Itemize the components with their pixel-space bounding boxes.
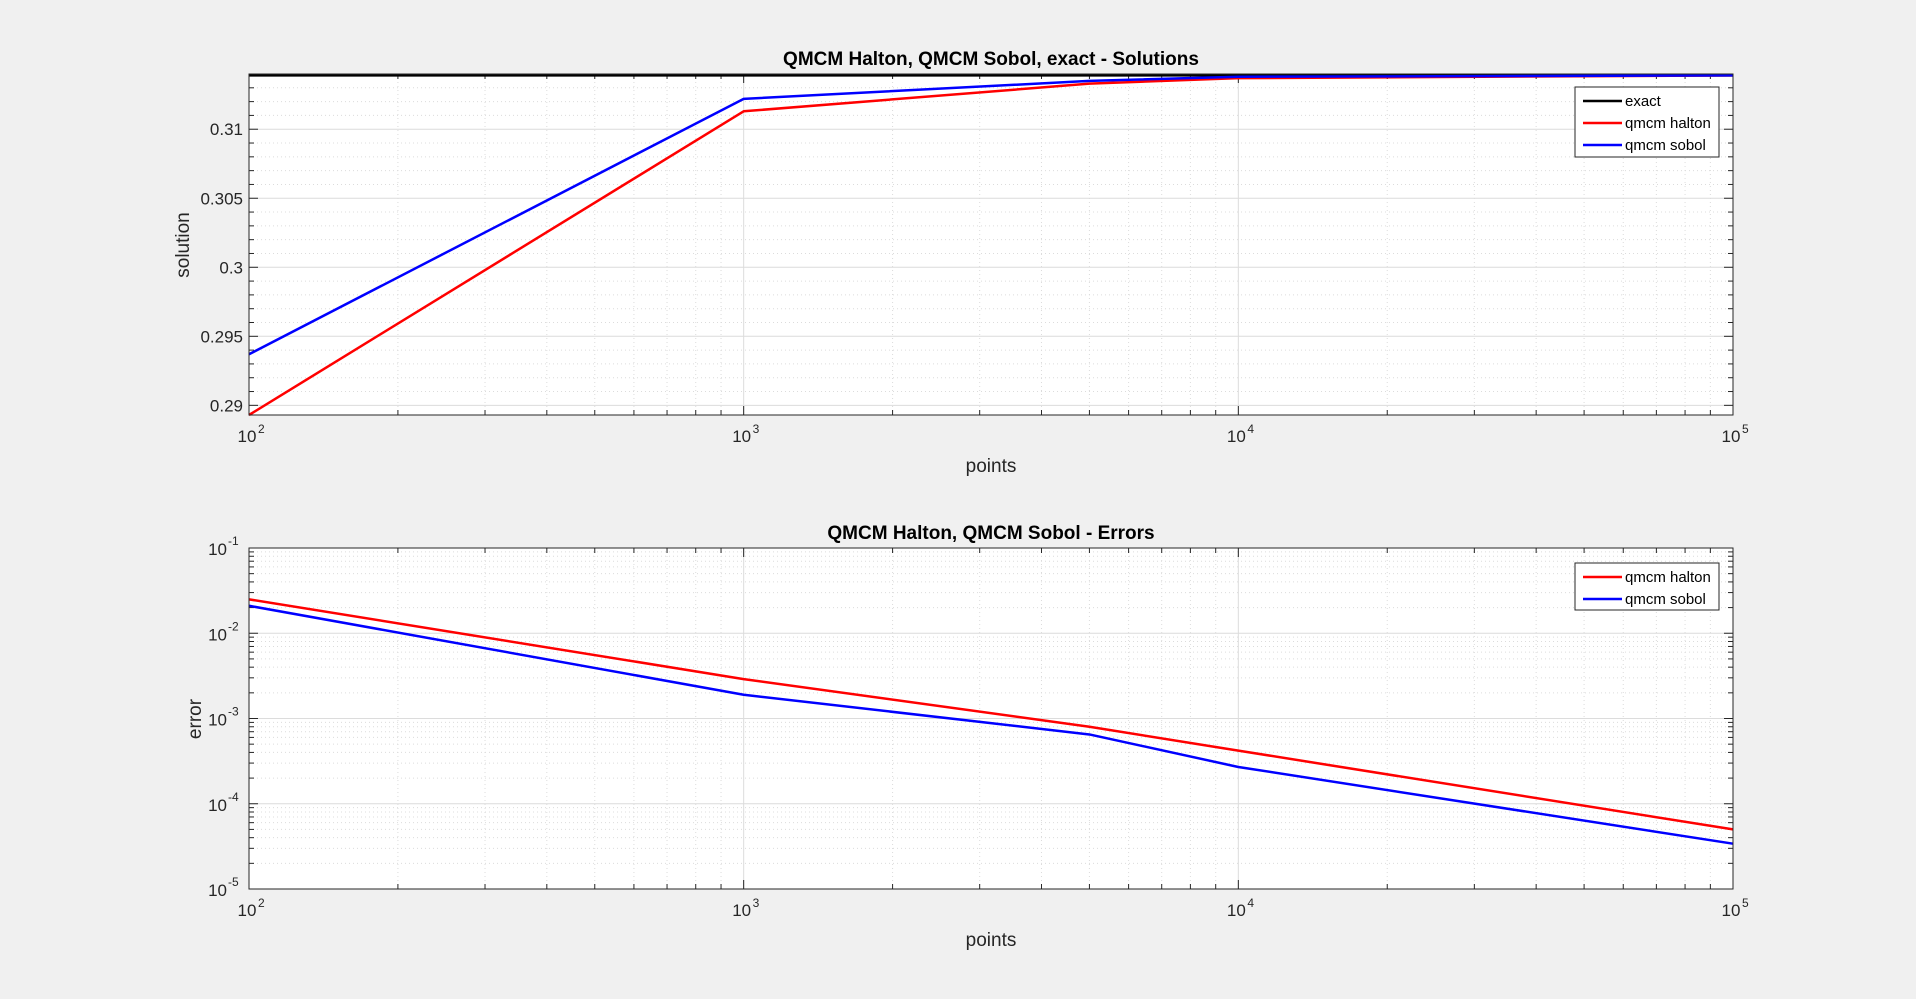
y-tick-label: 0.305 [200, 189, 243, 208]
y-tick-label: 10 [208, 625, 227, 644]
y-tick-label-exponent: -1 [228, 534, 239, 548]
solutions-legend: exact qmcm halton qmcm sobol [1574, 86, 1720, 158]
series-line-qmcm-sobol [248, 74, 1734, 356]
x-tick-label-exponent: 3 [753, 422, 760, 436]
solutions-y-label: solution [173, 212, 194, 278]
solutions-plot-area [249, 74, 1733, 415]
legend-label-exact: exact [1625, 93, 1662, 110]
x-tick-label: 10 [1722, 901, 1741, 920]
series-line-qmcm-sobol [248, 604, 1734, 845]
x-tick-label-exponent: 5 [1742, 422, 1749, 436]
series-line-qmcm-halton [248, 598, 1734, 831]
errors-axes: 10 2 10 3 10 4 10 510 -510 -410 -310 -210 -1 QMCM Ha… [185, 523, 1749, 951]
x-tick-label-exponent: 5 [1742, 896, 1749, 910]
errors-tick-labels: 10 2 10 3 10 4 10 510 -510 -410 -310 -210 -1 [208, 534, 1749, 920]
errors-series [248, 598, 1734, 845]
y-tick-label: 0.31 [210, 120, 243, 139]
errors-minor-grid [249, 548, 1733, 889]
x-tick-label: 10 [238, 901, 257, 920]
solutions-title: QMCM Halton, QMCM Sobol, exact - Solutio… [783, 49, 1199, 70]
errors-title: QMCM Halton, QMCM Sobol - Errors [827, 523, 1154, 544]
y-tick-label: 0.295 [200, 327, 243, 346]
solutions-minor-grid [249, 73, 1733, 415]
x-tick-label-exponent: 2 [258, 896, 265, 910]
y-tick-label: 10 [208, 796, 227, 815]
legend-label-qmcm-sobol: qmcm sobol [1625, 137, 1706, 154]
x-tick-label: 10 [238, 427, 257, 446]
y-tick-label: 10 [208, 711, 227, 730]
legend-label-qmcm-halton: qmcm halton [1625, 569, 1711, 586]
x-tick-label: 10 [732, 427, 751, 446]
y-tick-label-exponent: -3 [228, 705, 239, 719]
x-tick-label: 10 [1227, 901, 1246, 920]
y-tick-label-exponent: -4 [228, 790, 239, 804]
x-tick-label-exponent: 4 [1247, 422, 1254, 436]
y-tick-label: 0.3 [219, 258, 243, 277]
x-tick-label: 10 [1227, 427, 1246, 446]
x-tick-label-exponent: 2 [258, 422, 265, 436]
y-tick-label: 10 [208, 540, 227, 559]
legend-box [1574, 562, 1720, 611]
solutions-x-label: points [966, 456, 1017, 477]
y-tick-label: 0.29 [210, 396, 243, 415]
x-tick-label-exponent: 4 [1247, 896, 1254, 910]
x-tick-label: 10 [732, 901, 751, 920]
y-tick-label-exponent: -5 [228, 875, 239, 889]
legend-label-qmcm-sobol: qmcm sobol [1625, 591, 1706, 608]
errors-x-label: points [966, 930, 1017, 951]
x-tick-label: 10 [1722, 427, 1741, 446]
y-tick-label: 10 [208, 881, 227, 900]
legend-label-qmcm-halton: qmcm halton [1625, 115, 1711, 132]
x-tick-label-exponent: 3 [753, 896, 760, 910]
solutions-series [248, 74, 1734, 417]
errors-y-label: error [185, 698, 206, 739]
errors-legend: qmcm halton qmcm sobol [1574, 562, 1720, 611]
y-tick-label-exponent: -2 [228, 619, 239, 633]
solutions-axes-box [248, 73, 1734, 416]
errors-axes-box [248, 547, 1734, 890]
